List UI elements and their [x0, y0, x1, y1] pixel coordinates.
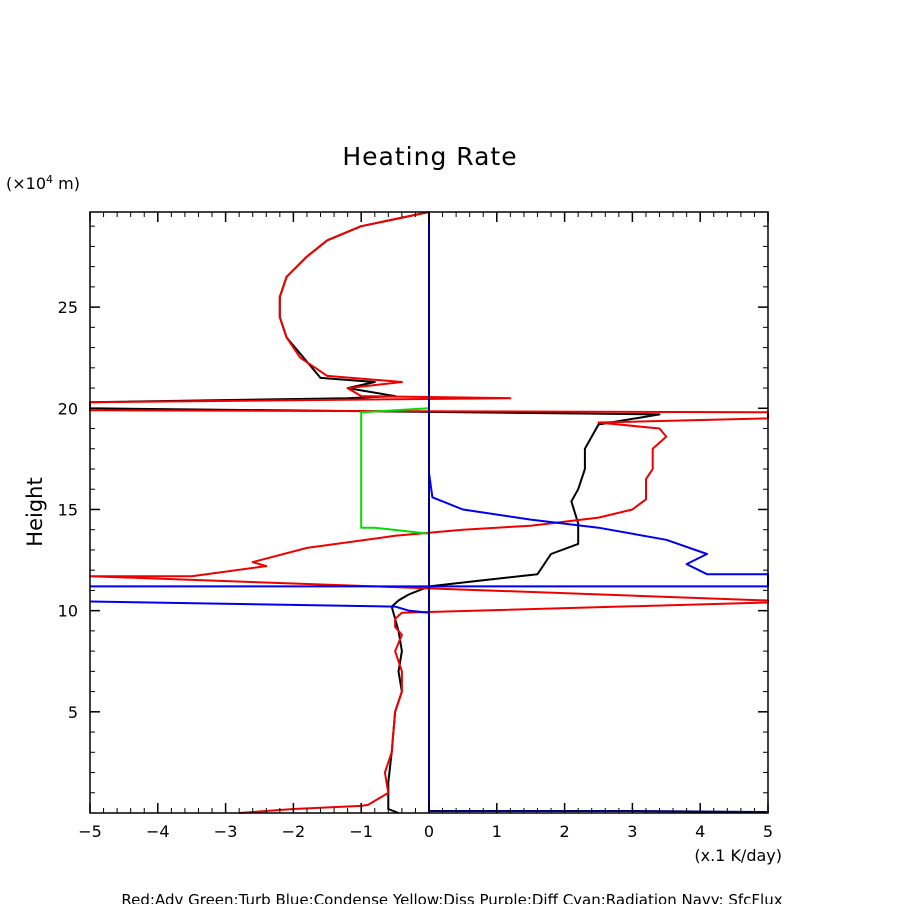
tick-layer: −5 −4 −3 −2 −1 0 1 2 3 4 5 5 10 15 20 25: [58, 212, 773, 841]
y-tick-label: 10: [58, 602, 78, 621]
x-tick-label: 3: [627, 822, 637, 841]
series-total: [89, 211, 661, 814]
x-tick-label: −2: [282, 822, 306, 841]
legend-text: Red:Adv Green:Turb Blue:Condense Yellow:…: [121, 891, 782, 904]
y-axis-unit-label: (×104 m): [6, 173, 80, 193]
series-condensation: [89, 472, 769, 615]
series-advection: [89, 211, 769, 814]
y-tick-label: 5: [68, 703, 78, 722]
x-tick-label: −5: [78, 822, 102, 841]
plot-area: −5 −4 −3 −2 −1 0 1 2 3 4 5 5 10 15 20 25: [58, 211, 773, 841]
plot-frame: [89, 211, 769, 814]
x-tick-label: −3: [214, 822, 238, 841]
x-axis-unit-label: (x.1 K/day): [694, 846, 782, 865]
x-tick-label: −4: [146, 822, 170, 841]
y-axis-unit-prefix: (×10: [6, 174, 46, 193]
x-tick-label: 2: [560, 822, 570, 841]
series-layer: [89, 211, 769, 814]
y-axis-unit-exponent: 4: [46, 173, 53, 186]
y-tick-label: 15: [58, 500, 78, 519]
x-tick-label: 0: [424, 822, 434, 841]
y-tick-label: 20: [58, 399, 78, 418]
series-sfcflux: [429, 810, 769, 813]
series-turbulence: [360, 407, 430, 535]
x-tick-label: 4: [695, 822, 705, 841]
y-axis-unit-suffix: m): [53, 174, 80, 193]
y-axis-label: Height: [23, 477, 47, 546]
x-tick-label: 5: [763, 822, 773, 841]
x-tick-label: −1: [349, 822, 373, 841]
x-tick-label: 1: [492, 822, 502, 841]
chart-title: Heating Rate: [342, 142, 517, 171]
y-tick-label: 25: [58, 298, 78, 317]
